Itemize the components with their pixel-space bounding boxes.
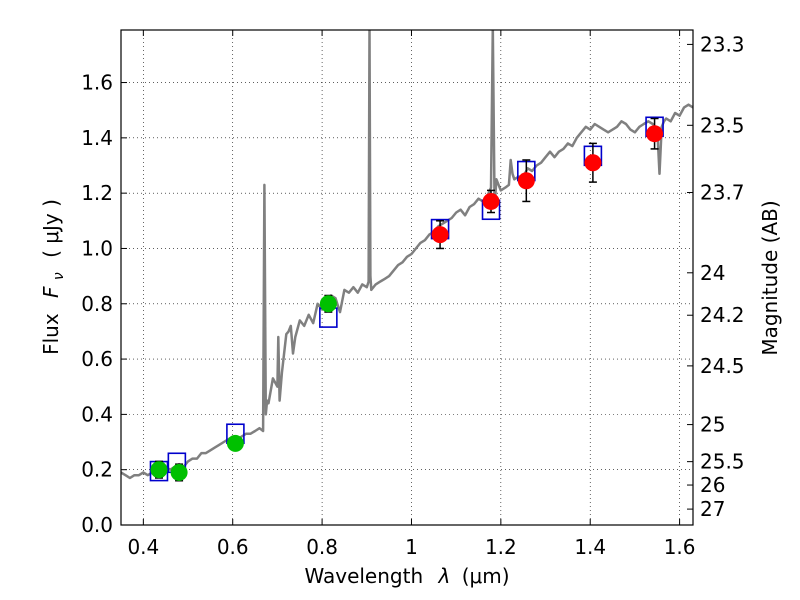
y-axis-label-text: Flux — [39, 313, 63, 355]
x-tick-label: 0.6 — [217, 535, 249, 559]
y2-tick-label: 25 — [700, 413, 725, 437]
y2-tick-label: 24 — [700, 261, 725, 285]
y2-tick-label: 27 — [700, 497, 725, 521]
spectrum-line — [121, 30, 693, 480]
y2-tick-label: 24.5 — [700, 354, 745, 378]
y-tick-label: 1.0 — [81, 236, 113, 260]
y-axis-label-unit: ( μJy ) — [39, 199, 63, 258]
y2-tick-label: 23.7 — [700, 181, 745, 205]
grid — [121, 30, 693, 526]
x-tick-label: 1 — [405, 535, 418, 559]
plot-area — [121, 30, 693, 482]
data-point-green — [319, 295, 337, 313]
y-tick-label: 0.6 — [81, 347, 113, 371]
data-point-red — [584, 154, 602, 172]
y-tick-label: 0.2 — [81, 458, 113, 482]
x-axis-label-symbol: λ — [438, 564, 451, 588]
data-point-red — [517, 172, 535, 190]
y-tick-label: 1.6 — [81, 71, 113, 95]
x-axis-label: Wavelength λ (μm) — [304, 564, 509, 588]
y2-tick-label: 24.2 — [700, 303, 745, 327]
x-tick-label: 1.4 — [574, 535, 606, 559]
data-point-red — [482, 192, 500, 210]
data-point-red — [431, 226, 449, 244]
x-tick-label: 1.2 — [485, 535, 517, 559]
y-tick-label: 0.0 — [81, 513, 113, 537]
y2-tick-label: 25.5 — [700, 450, 745, 474]
y-tick-label: 1.2 — [81, 181, 113, 205]
axis-ticks: 0.4 0.6 0.8 1 1.2 1.4 1.6 0.0 0.2 0.4 0.6 0.8 1.0 1.2… — [81, 30, 745, 559]
data-point-green — [226, 434, 244, 452]
y-tick-label: 0.8 — [81, 292, 113, 316]
data-point-green — [150, 461, 168, 479]
y2-tick-label: 23.3 — [700, 32, 745, 56]
y-axis-label: Flux F ν ( μJy ) — [39, 199, 68, 355]
y-axis-label-subscript: ν — [51, 272, 67, 280]
y-tick-label: 0.4 — [81, 402, 113, 426]
x-tick-label: 0.8 — [306, 535, 338, 559]
data-point-green — [170, 463, 188, 481]
y-tick-label: 1.4 — [81, 126, 113, 150]
y2-tick-label: 23.5 — [700, 113, 745, 137]
x-tick-label: 0.4 — [127, 535, 159, 559]
y-axis-label-symbol: F — [39, 286, 63, 298]
y2-axis-label: Magnitude (AB) — [758, 200, 782, 355]
data-point-red — [646, 125, 664, 143]
plot-frame — [120, 29, 694, 526]
x-tick-label: 1.6 — [664, 535, 696, 559]
x-axis-label-text: Wavelength — [304, 564, 423, 588]
y2-tick-label: 26 — [700, 473, 725, 497]
x-axis-label-unit: (μm) — [462, 564, 510, 588]
